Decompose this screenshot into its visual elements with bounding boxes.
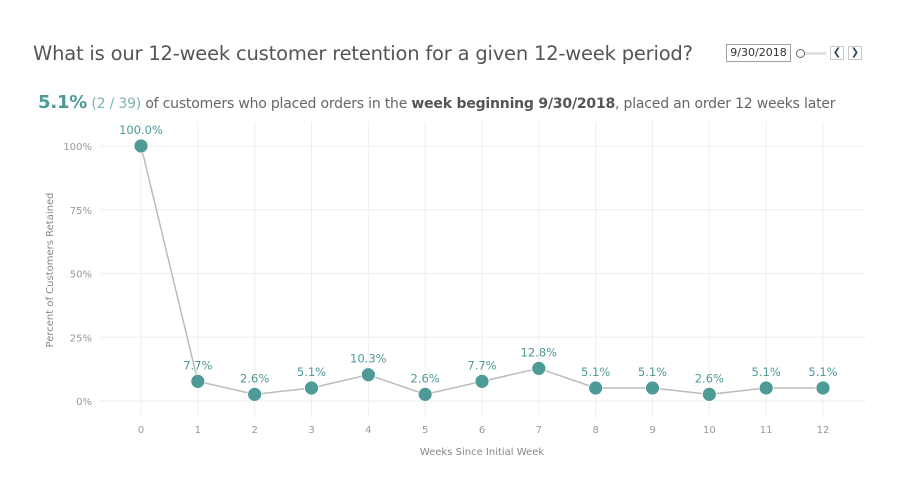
x-tick-label: 2 — [251, 425, 257, 436]
x-tick-label: 11 — [760, 425, 773, 436]
data-label: 5.1% — [638, 365, 667, 379]
x-tick-label: 1 — [195, 425, 201, 436]
data-points — [133, 138, 831, 402]
data-label: 5.1% — [752, 365, 781, 379]
data-point[interactable] — [474, 373, 490, 389]
data-point[interactable] — [758, 380, 774, 396]
data-label: 2.6% — [411, 371, 440, 385]
x-tick-label: 10 — [703, 425, 716, 436]
x-tick-label: 4 — [365, 425, 371, 436]
data-point[interactable] — [304, 380, 319, 396]
slider-thumb[interactable] — [796, 49, 805, 58]
chevron-right-icon: ❯ — [850, 47, 860, 58]
x-tick-label: 9 — [649, 425, 655, 436]
x-tick-label: 7 — [536, 425, 542, 436]
summary-text-2: , placed an order 12 weeks later — [615, 96, 836, 112]
x-tick-label: 5 — [422, 425, 428, 436]
summary-week-label: week beginning 9/30/2018 — [411, 96, 616, 112]
data-point[interactable] — [645, 380, 660, 396]
y-tick-label: 25% — [70, 333, 92, 344]
x-axis-ticks: 0 1 2 3 4 5 6 7 8 9 10 11 12 — [138, 425, 830, 436]
y-axis-label: Percent of Customers Retained — [45, 193, 56, 348]
date-slider[interactable] — [796, 49, 826, 58]
data-label: 5.1% — [808, 365, 837, 379]
x-tick-label: 6 — [479, 425, 485, 436]
data-point[interactable] — [588, 380, 604, 396]
data-label: 10.3% — [350, 352, 387, 366]
x-tick-label: 12 — [817, 425, 830, 436]
summary-text-1: of customers who placed orders in the — [141, 96, 412, 112]
x-tick-label: 0 — [138, 425, 144, 436]
data-point[interactable] — [360, 367, 376, 383]
data-point[interactable] — [701, 386, 717, 402]
data-label: 5.1% — [581, 365, 610, 379]
x-axis-label: Weeks Since Initial Week — [420, 447, 545, 458]
grid-lines — [100, 122, 866, 418]
data-point[interactable] — [247, 386, 263, 402]
data-labels: 100.0% 7.7% 2.6% 5.1% 10.3% 2.6% 7.7% 12.8% 5.1%… — [119, 123, 838, 385]
next-button[interactable]: ❯ — [848, 46, 862, 60]
y-tick-label: 50% — [70, 270, 92, 281]
y-tick-label: 0% — [76, 397, 92, 408]
data-label: 2.6% — [695, 371, 724, 385]
retention-summary: 5.1% (2 / 39) of customers who placed or… — [38, 92, 836, 113]
data-label: 5.1% — [297, 365, 326, 379]
data-label: 12.8% — [521, 345, 558, 359]
y-tick-label: 75% — [70, 206, 92, 217]
page-title: What is our 12-week customer retention f… — [33, 42, 693, 65]
x-tick-label: 8 — [592, 425, 598, 436]
retention-percent: 5.1% — [38, 92, 88, 113]
chevron-left-icon: ❮ — [832, 47, 842, 58]
data-point[interactable] — [531, 360, 547, 376]
slider-track — [796, 52, 826, 55]
data-label: 7.7% — [183, 358, 212, 372]
date-input[interactable]: 9/30/2018 — [726, 44, 791, 62]
data-label: 2.6% — [240, 371, 269, 385]
y-tick-label: 100% — [63, 142, 92, 153]
data-point[interactable] — [815, 380, 831, 396]
data-point[interactable] — [190, 373, 206, 389]
y-axis-ticks: 0% 25% 50% 75% 100% — [63, 142, 92, 408]
x-tick-label: 3 — [308, 425, 314, 436]
data-label: 7.7% — [467, 358, 496, 372]
retention-ratio: (2 / 39) — [91, 96, 142, 112]
data-label: 100.0% — [119, 123, 163, 137]
date-filter-controls: 9/30/2018 ❮ ❯ — [726, 43, 862, 63]
data-point[interactable] — [133, 138, 149, 154]
prev-button[interactable]: ❮ — [830, 46, 844, 60]
data-point[interactable] — [417, 386, 433, 402]
